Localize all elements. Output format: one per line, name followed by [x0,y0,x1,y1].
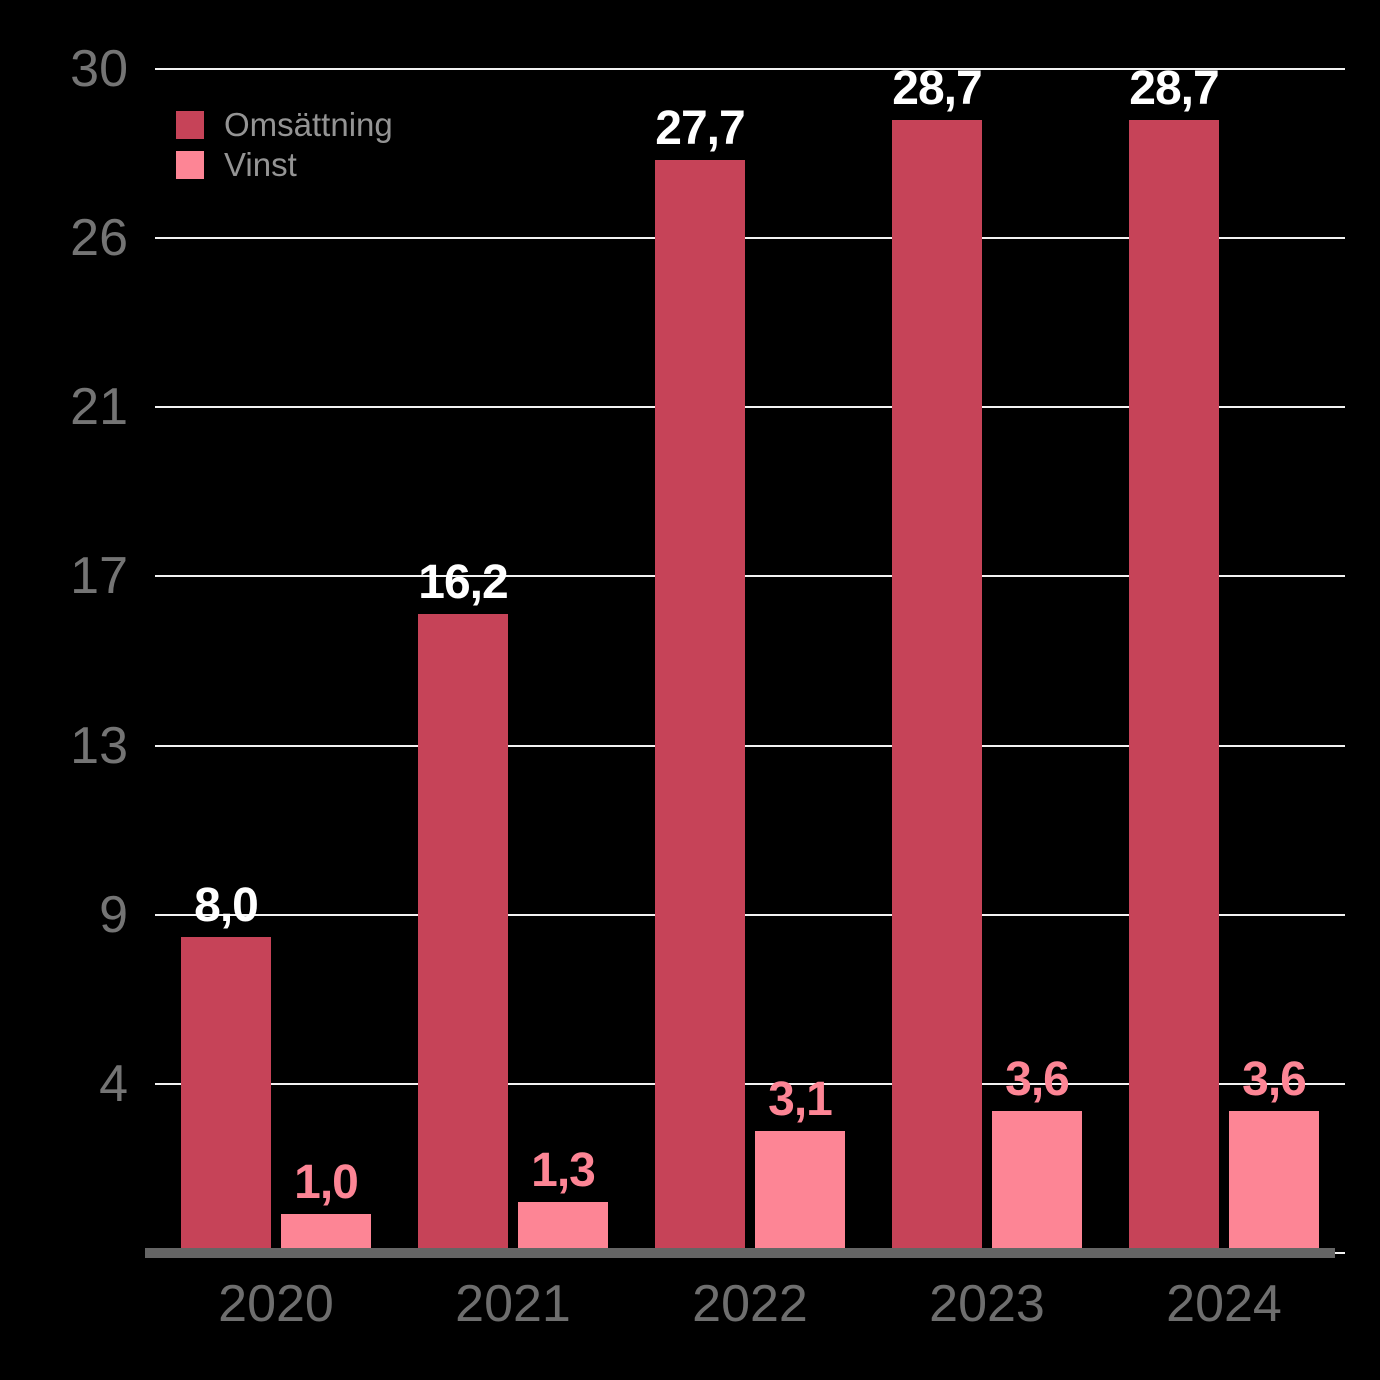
bar-vinst [1229,1110,1319,1253]
gridline [155,913,1345,916]
y-tick-label: 13 [70,716,128,775]
gridline [155,68,1345,70]
bar-omsattning [1129,120,1219,1253]
x-tick-label: 2021 [455,1275,571,1333]
y-tick-label: 26 [70,209,128,268]
bar-omsattning [892,120,982,1253]
x-tick-label: 2023 [929,1275,1045,1333]
legend-swatch-vinst [176,151,204,179]
x-tick-label: 2024 [1166,1275,1282,1333]
x-axis-line [145,1248,1335,1258]
bar-value-label: 27,7 [655,101,745,155]
bar-value-label: 1,0 [294,1155,359,1209]
bar-vinst [992,1110,1082,1253]
bar-omsattning [181,937,271,1253]
y-tick-label: 21 [70,378,128,437]
gridline [155,575,1345,578]
bar-omsattning [418,613,508,1253]
y-tick-label: 17 [70,547,128,606]
x-tick-label: 2022 [692,1275,808,1333]
bar-value-label: 8,0 [194,879,259,933]
bar-vinst [281,1213,371,1253]
legend-item-vinst: Vinst [176,145,393,185]
bar-value-label: 3,6 [1005,1052,1070,1106]
legend-swatch-omsattning [176,111,204,139]
legend-label-vinst: Vinst [224,146,297,183]
y-tick-label: 4 [99,1054,128,1113]
bar-value-label: 3,6 [1242,1052,1307,1106]
bar-value-label: 28,7 [892,62,982,116]
bar-value-label: 28,7 [1129,62,1219,116]
bar-value-label: 3,1 [768,1072,833,1126]
bar-vinst [755,1130,845,1253]
gridline [155,1082,1345,1085]
x-tick-label: 2020 [218,1275,334,1333]
gridline [155,237,1345,240]
legend: Omsättning Vinst [176,105,393,185]
gridline [155,406,1345,409]
legend-item-omsattning: Omsättning [176,105,393,145]
bar-vinst [518,1201,608,1253]
bar-value-label: 16,2 [418,555,508,609]
y-tick-label: 9 [99,885,128,944]
y-tick-label: 30 [70,40,128,98]
legend-label-omsattning: Omsättning [224,106,393,143]
bar-omsattning [655,159,745,1253]
bar-value-label: 1,3 [531,1143,596,1197]
gridline [155,744,1345,747]
